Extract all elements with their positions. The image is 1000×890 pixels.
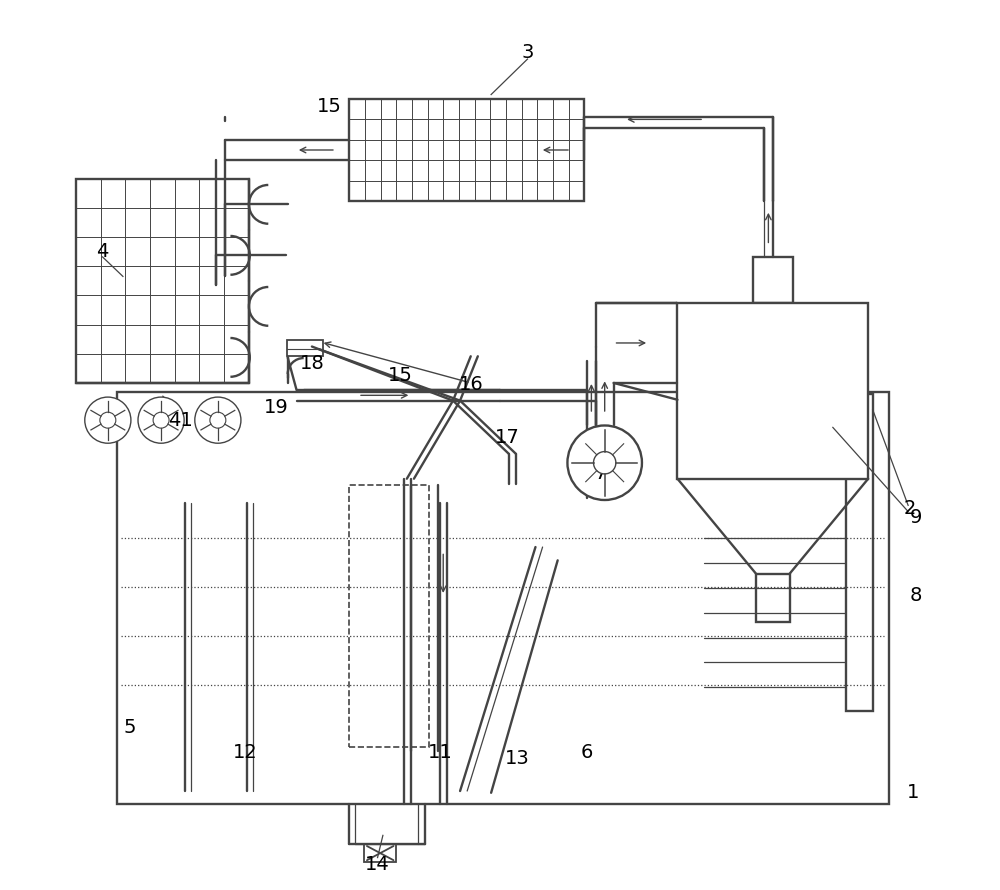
Text: 12: 12 xyxy=(233,743,258,763)
Text: 3: 3 xyxy=(521,44,534,62)
Text: 17: 17 xyxy=(495,428,519,448)
Circle shape xyxy=(210,412,226,428)
Text: 4: 4 xyxy=(96,242,109,261)
Circle shape xyxy=(138,397,184,443)
Circle shape xyxy=(594,451,616,473)
Text: 6: 6 xyxy=(581,743,593,763)
Text: 9: 9 xyxy=(910,508,922,527)
Text: 1: 1 xyxy=(907,783,920,802)
Text: 7: 7 xyxy=(594,464,606,483)
Circle shape xyxy=(153,412,169,428)
Bar xyxy=(753,257,793,303)
Bar xyxy=(349,485,429,747)
Text: 15: 15 xyxy=(317,97,342,116)
Circle shape xyxy=(100,412,116,428)
Text: 5: 5 xyxy=(124,717,136,737)
Text: 15: 15 xyxy=(388,367,413,385)
Bar xyxy=(756,574,790,622)
Bar xyxy=(677,303,868,479)
Bar xyxy=(364,845,396,862)
Bar xyxy=(287,340,323,356)
Bar xyxy=(117,392,889,805)
Bar xyxy=(846,393,873,711)
Circle shape xyxy=(85,397,131,443)
Text: 8: 8 xyxy=(910,587,922,605)
Text: 11: 11 xyxy=(428,743,453,763)
Text: 41: 41 xyxy=(168,410,193,430)
Text: 18: 18 xyxy=(300,354,324,373)
Text: 2: 2 xyxy=(904,499,916,518)
Circle shape xyxy=(567,425,642,500)
Bar xyxy=(349,99,584,201)
Text: 14: 14 xyxy=(365,855,390,874)
Bar xyxy=(76,179,249,383)
Text: 16: 16 xyxy=(459,376,484,394)
Text: 13: 13 xyxy=(504,748,529,768)
Text: 19: 19 xyxy=(264,398,289,417)
Circle shape xyxy=(195,397,241,443)
